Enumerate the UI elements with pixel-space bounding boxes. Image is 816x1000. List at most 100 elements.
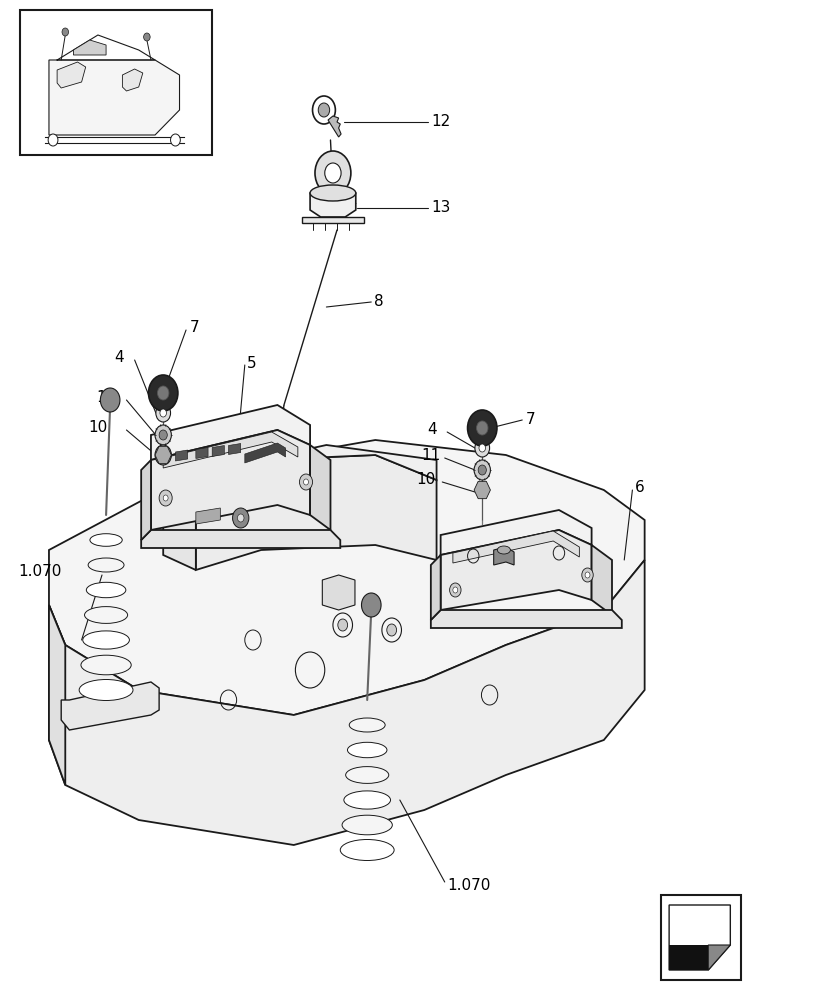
Polygon shape <box>302 217 364 223</box>
Ellipse shape <box>340 840 394 860</box>
Polygon shape <box>49 60 180 135</box>
Bar <box>661 895 741 980</box>
Text: 1.070: 1.070 <box>18 564 61 580</box>
Bar <box>20 10 212 155</box>
Polygon shape <box>49 560 645 845</box>
Circle shape <box>160 409 166 417</box>
Circle shape <box>338 619 348 631</box>
Ellipse shape <box>342 815 392 835</box>
Circle shape <box>144 33 150 41</box>
Ellipse shape <box>498 546 511 554</box>
Ellipse shape <box>88 558 124 572</box>
Circle shape <box>582 568 593 582</box>
Circle shape <box>474 460 490 480</box>
Text: 1.070: 1.070 <box>447 878 490 892</box>
Text: 7: 7 <box>526 412 535 428</box>
Polygon shape <box>151 430 310 530</box>
Polygon shape <box>175 450 188 461</box>
Text: 10: 10 <box>416 473 436 488</box>
Circle shape <box>318 103 330 117</box>
Polygon shape <box>212 446 224 456</box>
Polygon shape <box>245 443 286 463</box>
Polygon shape <box>474 481 490 499</box>
Polygon shape <box>431 555 441 620</box>
Ellipse shape <box>90 534 122 546</box>
Polygon shape <box>228 444 241 454</box>
Circle shape <box>171 134 180 146</box>
Polygon shape <box>122 69 143 91</box>
Polygon shape <box>151 405 310 460</box>
Circle shape <box>477 421 488 435</box>
Circle shape <box>155 425 171 445</box>
Circle shape <box>48 134 58 146</box>
Circle shape <box>62 28 69 36</box>
Text: 11: 11 <box>96 390 116 406</box>
Polygon shape <box>431 610 622 628</box>
Circle shape <box>304 479 308 485</box>
Polygon shape <box>494 547 514 565</box>
Circle shape <box>361 593 381 617</box>
Text: 4: 4 <box>428 422 437 438</box>
Circle shape <box>478 465 486 475</box>
Polygon shape <box>669 905 730 970</box>
Text: 6: 6 <box>635 480 645 494</box>
Polygon shape <box>196 445 437 490</box>
Polygon shape <box>310 187 356 217</box>
Ellipse shape <box>349 718 385 732</box>
Ellipse shape <box>81 655 131 675</box>
Text: 4: 4 <box>114 350 124 364</box>
Text: 12: 12 <box>431 114 450 129</box>
Circle shape <box>325 163 341 183</box>
Ellipse shape <box>82 631 130 649</box>
Circle shape <box>155 445 171 465</box>
Ellipse shape <box>85 607 127 623</box>
Polygon shape <box>163 432 298 468</box>
Circle shape <box>479 444 486 452</box>
Polygon shape <box>141 530 340 548</box>
Circle shape <box>159 490 172 506</box>
Ellipse shape <box>344 791 391 809</box>
Circle shape <box>585 572 590 578</box>
Polygon shape <box>441 530 592 610</box>
Ellipse shape <box>79 680 133 700</box>
Circle shape <box>450 583 461 597</box>
Circle shape <box>159 430 167 440</box>
Polygon shape <box>57 62 86 88</box>
Polygon shape <box>669 945 708 970</box>
Circle shape <box>468 410 497 446</box>
Circle shape <box>315 151 351 195</box>
Circle shape <box>237 514 244 522</box>
Polygon shape <box>196 448 208 458</box>
Text: 13: 13 <box>431 200 450 216</box>
Circle shape <box>149 375 178 411</box>
Polygon shape <box>322 575 355 610</box>
Polygon shape <box>163 490 196 570</box>
Ellipse shape <box>310 185 356 201</box>
Polygon shape <box>328 116 341 137</box>
Ellipse shape <box>346 767 388 783</box>
Circle shape <box>157 386 169 400</box>
Circle shape <box>233 508 249 528</box>
Polygon shape <box>196 508 220 524</box>
Text: 8: 8 <box>374 294 384 310</box>
Polygon shape <box>708 945 730 970</box>
Circle shape <box>163 495 168 501</box>
Polygon shape <box>61 682 159 730</box>
Text: 5: 5 <box>246 356 256 370</box>
Polygon shape <box>310 445 330 530</box>
Circle shape <box>387 624 397 636</box>
Polygon shape <box>196 455 437 570</box>
Circle shape <box>299 474 313 490</box>
Polygon shape <box>325 185 341 193</box>
Text: 10: 10 <box>88 420 108 436</box>
Text: 7: 7 <box>189 320 199 334</box>
Polygon shape <box>453 531 579 563</box>
Text: 11: 11 <box>421 448 441 464</box>
Circle shape <box>100 388 120 412</box>
Circle shape <box>453 587 458 593</box>
Circle shape <box>475 439 490 457</box>
Polygon shape <box>49 440 645 715</box>
Polygon shape <box>155 446 171 464</box>
Ellipse shape <box>86 582 126 598</box>
Ellipse shape <box>348 742 387 758</box>
